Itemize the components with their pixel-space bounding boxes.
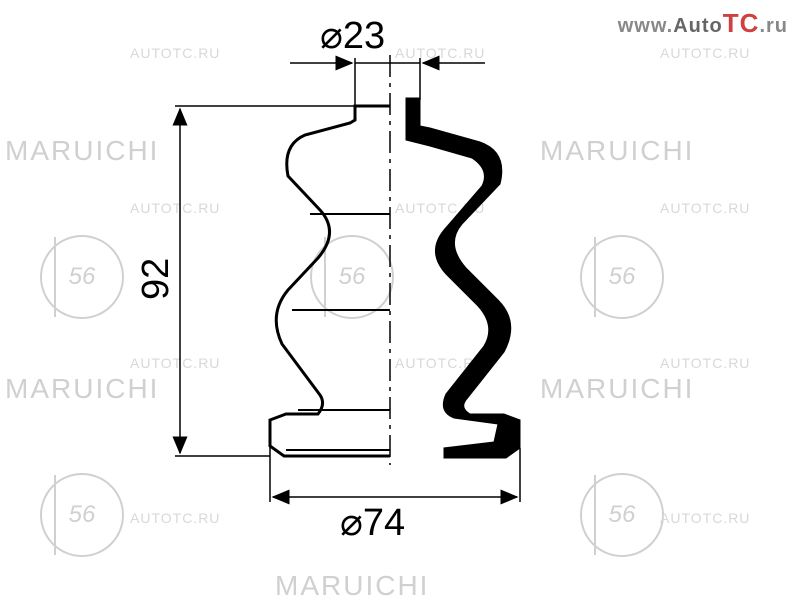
boot-cross-section	[406, 98, 520, 458]
dim-bottom-label: ⌀74	[340, 500, 405, 545]
dim-height-value: 92	[135, 258, 177, 300]
dim-bottom-value: 74	[363, 502, 405, 544]
dim-bottom-symbol: ⌀	[340, 502, 363, 544]
dim-top-label: ⌀23	[320, 13, 385, 58]
dim-top-value: 23	[343, 15, 385, 57]
dim-height-label: 92	[135, 258, 178, 300]
boot-outline-left	[270, 106, 390, 456]
dim-top-symbol: ⌀	[320, 15, 343, 57]
